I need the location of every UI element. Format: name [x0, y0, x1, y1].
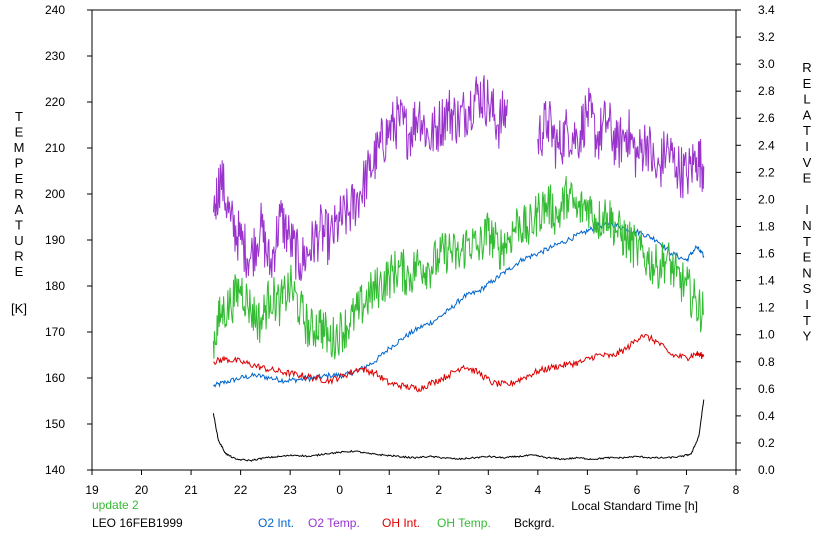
- y-right-tick-label: 3.0: [758, 57, 775, 71]
- series-group: [212, 75, 705, 462]
- y-left-axis-letter: E: [15, 264, 24, 279]
- y-left-tick-label: 180: [45, 279, 65, 293]
- x-tick-label: 23: [283, 483, 297, 497]
- y-right-axis-letter: R: [802, 60, 811, 75]
- y-right-tick-label: 2.0: [758, 192, 775, 206]
- y-right-axis-letter: I: [805, 202, 809, 217]
- y-left-tick-label: 140: [45, 463, 65, 477]
- x-tick-label: 19: [85, 483, 99, 497]
- y-left-axis-letter: T: [15, 218, 23, 233]
- y-right-tick-label: 2.4: [758, 138, 775, 152]
- y-right-axis-letter: Y: [803, 329, 812, 344]
- x-tick-label: 8: [733, 483, 740, 497]
- y-right-axis-letter: S: [803, 281, 812, 296]
- y-right-tick-label: 0.6: [758, 382, 775, 396]
- y-right-tick-label: 1.8: [758, 219, 775, 233]
- x-axis-label: Local Standard Time [h]: [571, 499, 698, 513]
- y-right-axis-letter: A: [803, 107, 812, 122]
- y-right-tick-label: 1.6: [758, 247, 775, 261]
- series-line-oh-int: [213, 333, 705, 393]
- y-right-tick-label: 0.4: [758, 409, 775, 423]
- x-tick-label: 7: [683, 483, 690, 497]
- y-right-axis-letter: V: [803, 155, 812, 170]
- x-tick-label: 22: [234, 483, 248, 497]
- y-left-axis-letter: M: [14, 140, 25, 155]
- y-right-axis-letter: T: [803, 234, 811, 249]
- y-left-tick-label: 190: [45, 233, 65, 247]
- x-tick-label: 6: [634, 483, 641, 497]
- right-axis-ticks: 0.0 0.2 0.4 0.6 0.8 1.0 1.2 1.4 1.6 1.8 2.0 2.2 2.4 2…: [736, 3, 775, 477]
- y-right-tick-label: 0.8: [758, 355, 775, 369]
- y-right-tick-label: 1.0: [758, 328, 775, 342]
- y-right-axis-letter: E: [803, 171, 812, 186]
- y-right-axis-letter: N: [802, 218, 811, 233]
- y-right-axis-letter: N: [802, 265, 811, 280]
- y-left-tick-label: 170: [45, 325, 65, 339]
- y-right-axis-letter: E: [803, 250, 812, 265]
- y-left-tick-label: 160: [45, 371, 65, 385]
- legend: O2 Int. O2 Temp. OH Int. OH Temp. Bckgrd.: [258, 516, 555, 530]
- y-right-tick-label: 2.6: [758, 111, 775, 125]
- y-left-axis-unit: [K]: [11, 301, 27, 316]
- y-right-axis-letter: L: [803, 92, 810, 107]
- y-right-tick-label: 0.2: [758, 436, 775, 450]
- x-tick-label: 0: [336, 483, 343, 497]
- y-left-tick-label: 150: [45, 417, 65, 431]
- y-right-tick-label: 1.4: [758, 274, 775, 288]
- y-left-tick-label: 200: [45, 187, 65, 201]
- y-right-tick-label: 2.2: [758, 165, 775, 179]
- y-left-axis-letter: U: [14, 233, 23, 248]
- x-tick-label: 21: [184, 483, 198, 497]
- legend-item: OH Int.: [382, 516, 420, 530]
- y-left-axis-letter: T: [15, 109, 23, 124]
- y-right-axis-letter: T: [803, 123, 811, 138]
- y-left-tick-label: 220: [45, 95, 65, 109]
- y-left-tick-label: 240: [45, 3, 65, 17]
- y-left-axis-letter: R: [14, 249, 23, 264]
- update-label: update 2: [92, 498, 139, 512]
- series-line-oh-temp: [212, 176, 705, 360]
- legend-item: OH Temp.: [437, 516, 491, 530]
- y-left-axis-letter: E: [15, 125, 24, 140]
- legend-item: O2 Temp.: [308, 516, 360, 530]
- x-tick-label: 4: [535, 483, 542, 497]
- y-left-axis-letter: P: [15, 156, 24, 171]
- y-right-tick-label: 3.2: [758, 30, 775, 44]
- y-left-tick-label: 210: [45, 141, 65, 155]
- legend-item: O2 Int.: [258, 516, 294, 530]
- x-tick-label: 2: [435, 483, 442, 497]
- y-right-axis-letter: T: [803, 313, 811, 328]
- y-right-axis-letter: E: [803, 76, 812, 91]
- y-right-tick-label: 1.2: [758, 301, 775, 315]
- series-line-o2-temp: [212, 75, 705, 282]
- left-axis-ticks: 140 150 160 170 180 190 200 210 220 230 240: [45, 3, 92, 477]
- y-right-axis-letter: I: [805, 139, 809, 154]
- y-left-axis-letter: R: [14, 187, 23, 202]
- x-tick-label: 3: [485, 483, 492, 497]
- station-date-label: LEO 16FEB1999: [92, 516, 183, 530]
- x-tick-label: 1: [386, 483, 393, 497]
- x-tick-label: 20: [135, 483, 149, 497]
- x-tick-label: 5: [584, 483, 591, 497]
- y-right-tick-label: 2.8: [758, 84, 775, 98]
- y-right-tick-label: 3.4: [758, 3, 775, 17]
- legend-item: Bckgrd.: [514, 516, 555, 530]
- y-left-axis-letter: A: [15, 202, 24, 217]
- series-line-bckgrd: [212, 399, 705, 462]
- y-left-axis-letter: E: [15, 171, 24, 186]
- x-axis-ticks: 19 20 21 22 23 0 1 2 3 4 5 6 7 8: [85, 470, 740, 497]
- y-left-tick-label: 230: [45, 49, 65, 63]
- y-right-tick-label: 0.0: [758, 463, 775, 477]
- y-right-axis-letter: I: [805, 297, 809, 312]
